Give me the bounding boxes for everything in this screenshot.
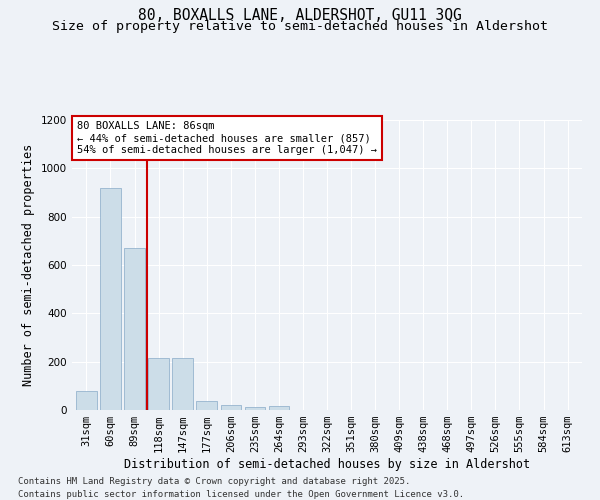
Y-axis label: Number of semi-detached properties: Number of semi-detached properties xyxy=(22,144,35,386)
Text: Contains public sector information licensed under the Open Government Licence v3: Contains public sector information licen… xyxy=(18,490,464,499)
Bar xyxy=(124,248,145,410)
Text: 80, BOXALLS LANE, ALDERSHOT, GU11 3QG: 80, BOXALLS LANE, ALDERSHOT, GU11 3QG xyxy=(138,8,462,22)
Bar xyxy=(100,188,121,410)
Bar xyxy=(221,404,241,410)
X-axis label: Distribution of semi-detached houses by size in Aldershot: Distribution of semi-detached houses by … xyxy=(124,458,530,471)
Bar xyxy=(172,358,193,410)
Bar xyxy=(76,390,97,410)
Text: Size of property relative to semi-detached houses in Aldershot: Size of property relative to semi-detach… xyxy=(52,20,548,33)
Bar xyxy=(148,358,169,410)
Bar xyxy=(196,401,217,410)
Bar xyxy=(245,407,265,410)
Text: Contains HM Land Registry data © Crown copyright and database right 2025.: Contains HM Land Registry data © Crown c… xyxy=(18,478,410,486)
Bar xyxy=(269,406,289,410)
Text: 80 BOXALLS LANE: 86sqm
← 44% of semi-detached houses are smaller (857)
54% of se: 80 BOXALLS LANE: 86sqm ← 44% of semi-det… xyxy=(77,122,377,154)
